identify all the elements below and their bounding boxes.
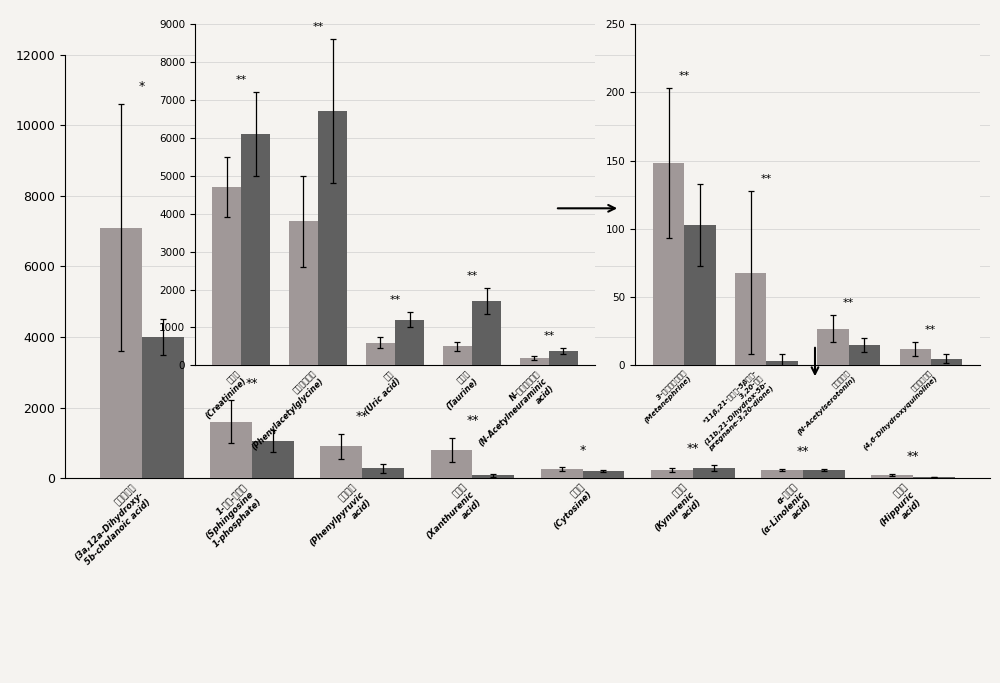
Bar bbox=[366, 343, 395, 365]
Bar bbox=[651, 470, 693, 478]
Text: **: ** bbox=[312, 23, 324, 32]
Text: 黄尿酸
(Xanthurenic
acid): 黄尿酸 (Xanthurenic acid) bbox=[418, 482, 483, 548]
Bar bbox=[100, 227, 142, 478]
Bar bbox=[472, 301, 501, 365]
Text: 苯乙酰甘氨酸
(Phenylacetylglycine): 苯乙酰甘氨酸 (Phenylacetylglycine) bbox=[243, 369, 326, 451]
Text: **: ** bbox=[356, 410, 369, 423]
Text: 乙酰血清素
(N-Acetylserotonin): 乙酰血清素 (N-Acetylserotonin) bbox=[790, 369, 857, 436]
Bar bbox=[653, 163, 684, 365]
Text: 苯丙酮酸
(Phenylpyruvic
acid): 苯丙酮酸 (Phenylpyruvic acid) bbox=[301, 482, 373, 555]
Text: α-亚麻酸
(α-Linolenic
acid): α-亚麻酸 (α-Linolenic acid) bbox=[752, 482, 814, 544]
Bar bbox=[212, 187, 241, 365]
Bar bbox=[395, 320, 424, 365]
Text: **: ** bbox=[543, 331, 554, 341]
Bar bbox=[931, 359, 962, 365]
Text: **: ** bbox=[236, 75, 247, 85]
Text: *: * bbox=[579, 443, 586, 456]
Bar bbox=[318, 111, 347, 365]
Text: 1-磷酸-麵氨醇
(Sphingosine
1-phosphate): 1-磷酸-麵氨醇 (Sphingosine 1-phosphate) bbox=[196, 482, 263, 549]
Text: **: ** bbox=[466, 270, 478, 281]
Bar bbox=[849, 345, 880, 365]
Text: **: ** bbox=[389, 296, 401, 305]
Text: N-乙酰神经氨酸
(N-Acetylneuraminic
acid): N-乙酰神经氨酸 (N-Acetylneuraminic acid) bbox=[470, 369, 557, 455]
Text: **: ** bbox=[925, 325, 936, 335]
Bar bbox=[289, 221, 318, 365]
Bar bbox=[913, 477, 955, 478]
Bar bbox=[431, 450, 472, 478]
Bar bbox=[252, 441, 294, 478]
Bar bbox=[443, 346, 472, 365]
Bar bbox=[766, 361, 798, 365]
Bar bbox=[541, 469, 583, 478]
Text: 牛磺酸
(Taurine): 牛磺酸 (Taurine) bbox=[437, 369, 480, 411]
Bar bbox=[871, 475, 913, 478]
Text: **: ** bbox=[761, 173, 772, 184]
Bar bbox=[362, 469, 404, 478]
Text: 胞屿呀
(Cytosine): 胞屿呀 (Cytosine) bbox=[544, 482, 594, 531]
Text: **: ** bbox=[797, 445, 809, 458]
Bar bbox=[693, 469, 735, 478]
Bar bbox=[472, 475, 514, 478]
Text: 3-甲氧基肆上腺素
(Metanephrine): 3-甲氧基肆上腺素 (Metanephrine) bbox=[637, 369, 692, 424]
Text: **: ** bbox=[907, 450, 919, 463]
Bar bbox=[320, 447, 362, 478]
Bar bbox=[684, 225, 716, 365]
Text: **: ** bbox=[843, 298, 854, 308]
Text: **: ** bbox=[686, 442, 699, 455]
Text: *: * bbox=[139, 81, 145, 94]
Bar bbox=[735, 273, 766, 365]
Text: 二氢羟基喔呃
(4,6-Dihydroxyquinoline): 二氢羟基喔呃 (4,6-Dihydroxyquinoline) bbox=[857, 369, 939, 451]
Text: **: ** bbox=[679, 71, 690, 81]
Text: *11β,21-二羟基-5β孕烷-
3,20-二酉
(11b,21-Dihydrox-5b-
pregnane-3,20-dione): *11β,21-二羟基-5β孕烷- 3,20-二酉 (11b,21-Dihydr… bbox=[691, 369, 775, 452]
Bar bbox=[210, 421, 252, 478]
Bar bbox=[761, 470, 803, 478]
Text: 尿酸
(Uric acid): 尿酸 (Uric acid) bbox=[356, 369, 403, 415]
Text: 溶脱氧胆酸
(3a,12a-Dihydroxy-
5b-cholanoic acid): 溶脱氧胆酸 (3a,12a-Dihydroxy- 5b-cholanoic ac… bbox=[66, 482, 153, 570]
Bar bbox=[549, 351, 578, 365]
Bar bbox=[241, 134, 270, 365]
Text: 犬尿酸
(Kynurenic
acid): 犬尿酸 (Kynurenic acid) bbox=[646, 482, 704, 540]
Bar bbox=[900, 349, 931, 365]
Bar bbox=[583, 471, 624, 478]
Bar bbox=[817, 329, 849, 365]
Text: **: ** bbox=[246, 377, 258, 390]
Bar bbox=[803, 470, 845, 478]
Text: 肌酸酐
(Creatinine): 肌酸酐 (Creatinine) bbox=[197, 369, 249, 421]
Text: 马尿酸
(Hippuric
acid): 马尿酸 (Hippuric acid) bbox=[871, 482, 924, 535]
Bar bbox=[520, 358, 549, 365]
Text: **: ** bbox=[466, 414, 479, 427]
Bar bbox=[142, 337, 184, 478]
